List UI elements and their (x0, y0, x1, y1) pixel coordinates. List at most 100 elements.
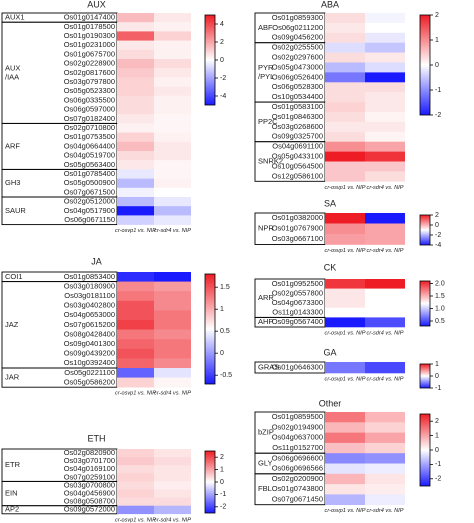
panel-title: CK (324, 262, 337, 272)
heat-cell (365, 279, 405, 289)
column-label: cr-sdr4 vs. NIP (154, 391, 191, 397)
gene-label: Os01g0846300 (272, 112, 323, 121)
panel-title: SA (324, 198, 336, 208)
colorbar-tick-label: -1 (435, 461, 441, 468)
heat-cell (325, 82, 365, 93)
heat-cell (117, 215, 154, 225)
panel-title: Other (319, 398, 342, 408)
colorbar-tick-label: -2 (220, 504, 226, 511)
gene-label: Os11g0143300 (272, 308, 323, 317)
gene-label: Os03g0797800 (64, 77, 115, 86)
heat-cell (154, 505, 191, 515)
heat-cell (325, 112, 365, 123)
heat-cell (117, 206, 154, 216)
colorbar-tick-label: 0 (220, 479, 224, 486)
heat-cell (325, 279, 365, 289)
heat-cell (154, 187, 191, 198)
heat-cell (365, 288, 405, 299)
gene-label: Os04g0653000 (64, 310, 115, 319)
heat-cell (325, 62, 365, 73)
gene-label: Os07g0671500 (64, 187, 115, 196)
gene-label: Os03g0268600 (272, 122, 323, 131)
column-label: cr-sdr4 vs. NIP (367, 185, 404, 191)
column-label: cr-sdr4 vs. NIP (154, 517, 191, 523)
heat-cell (117, 40, 154, 51)
column-label: cr-osvp1 vs. NIP (325, 508, 366, 514)
gene-label: Os05g0523300 (64, 86, 115, 95)
heat-cell (154, 178, 191, 189)
gene-label: Os05g0563400 (64, 160, 115, 169)
gene-label: Os02g0200900 (272, 474, 323, 483)
heat-cell (325, 102, 365, 113)
heat-cell (365, 151, 405, 162)
heat-cell (117, 473, 154, 482)
heat-cell (154, 497, 191, 506)
heat-cell (325, 432, 365, 444)
gene-label: Os02g0297600 (272, 53, 323, 62)
heat-cell (325, 307, 365, 318)
heat-cell (325, 161, 365, 172)
gene-label: Os02g0194900 (272, 422, 323, 431)
group-label: JAZ (5, 320, 19, 329)
heat-cell (154, 105, 191, 115)
heat-cell (154, 368, 191, 378)
heat-cell (365, 92, 405, 103)
heat-cell (117, 105, 154, 115)
heat-cell (117, 132, 154, 143)
colorbar-tick-label: 1.0 (435, 305, 445, 312)
heat-cell (154, 300, 191, 311)
heat-cell (117, 123, 154, 133)
heat-cell (325, 131, 365, 142)
gene-label: Os04g0637000 (272, 433, 323, 442)
gene-label: Os06g0526400 (272, 72, 323, 81)
gene-label: Os02g0820900 (64, 448, 115, 457)
heat-cell (154, 310, 191, 321)
heat-cell (154, 481, 191, 490)
gene-label: Os03g0667100 (272, 234, 323, 243)
heat-cell (365, 453, 405, 464)
heat-cell (154, 68, 191, 78)
colorbar-tick-label: 2 (435, 418, 439, 425)
heat-cell (117, 151, 154, 161)
group-label: ETR (5, 460, 21, 469)
gene-label: Os02g0512000 (64, 197, 115, 206)
heat-cell (154, 358, 191, 369)
colorbar-tick-label: -4 (435, 242, 441, 249)
heat-cell (117, 368, 154, 378)
heat-cell (325, 32, 365, 43)
colorbar-tick-label: 0 (435, 62, 439, 69)
colorbar-tick-label: 0 (220, 350, 224, 357)
group-label: GH3 (5, 178, 20, 187)
gene-label: Os07g0671450 (272, 495, 323, 504)
colorbar-tick-label: -4 (220, 93, 226, 100)
heat-cell (325, 234, 365, 245)
heat-cell (325, 121, 365, 133)
colorbar-tick-label: -2 (435, 232, 441, 239)
colorbar-tick-label: 0 (435, 222, 439, 229)
gene-label: Os01g0853400 (64, 272, 115, 281)
colorbar-tick-label: -1 (435, 385, 441, 392)
colorbar-tick-label: 0 (435, 373, 439, 380)
heat-cell (117, 68, 154, 78)
heat-cell (117, 497, 154, 506)
heat-cell (325, 171, 365, 182)
heat-cell (117, 272, 154, 282)
colorbar-tick-label: -1 (435, 87, 441, 94)
heat-cell (154, 197, 191, 207)
heat-cell (325, 13, 365, 24)
column-label: cr-osvp1 vs. NIP (115, 517, 156, 523)
gene-label: Os05g0586200 (64, 377, 115, 386)
heat-cell (117, 481, 154, 490)
colorbar-tick-label: 0 (220, 57, 224, 64)
heat-cell (325, 288, 365, 299)
heat-cell (325, 463, 365, 475)
column-label: cr-osvp1 vs. NIP (325, 376, 366, 382)
heat-cell (365, 72, 405, 83)
gene-label: Os01g0785400 (64, 169, 115, 178)
heat-cell (325, 442, 365, 454)
heat-cell (117, 310, 154, 321)
gene-label: Os07g0259100 (64, 472, 115, 481)
heat-cell (365, 432, 405, 444)
heat-cell (365, 317, 405, 328)
